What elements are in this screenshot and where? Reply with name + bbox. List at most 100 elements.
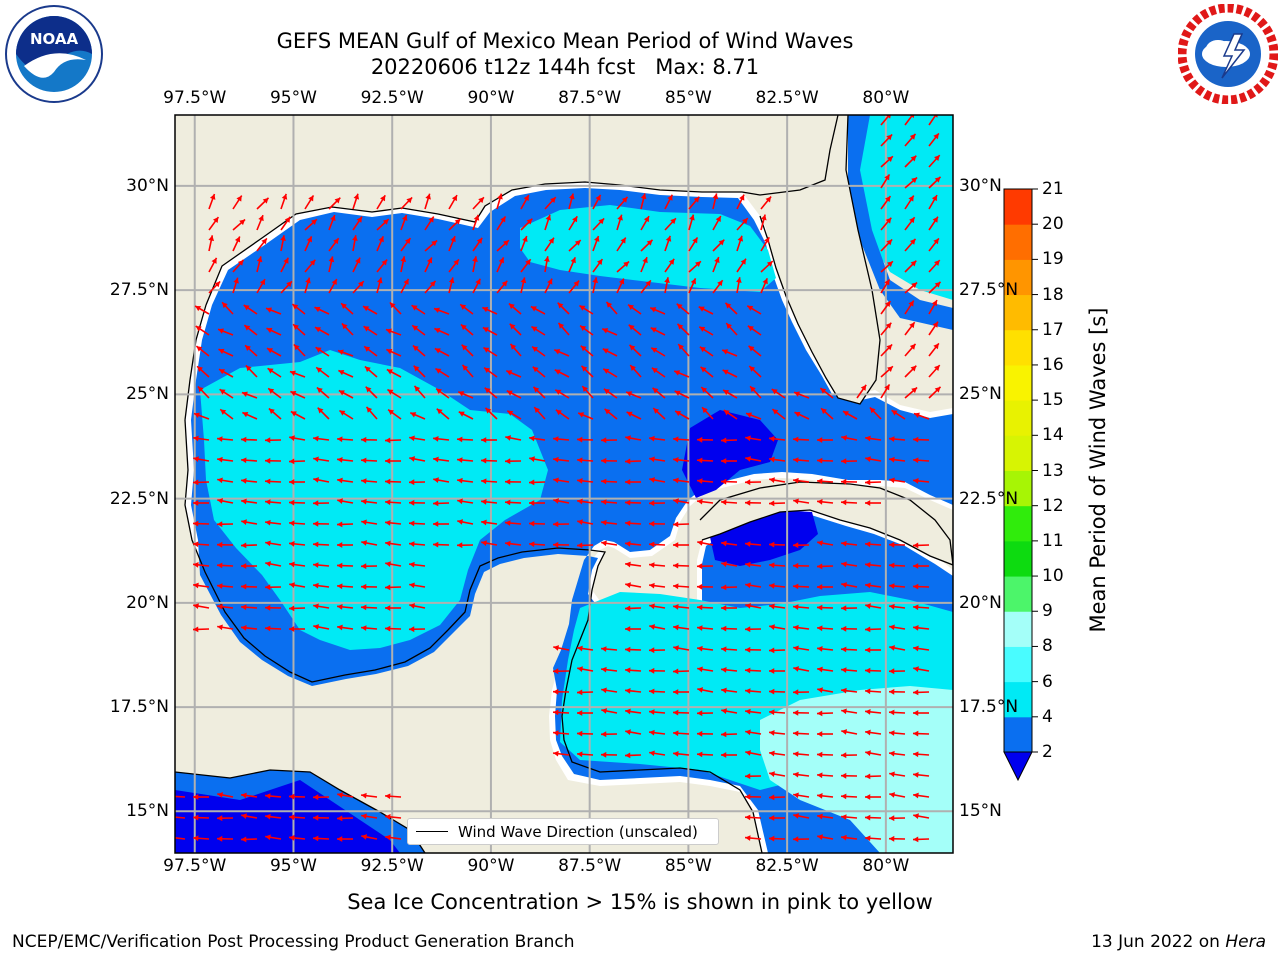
wind-wave-arrow — [648, 562, 666, 568]
wind-wave-arrow — [457, 519, 474, 525]
wind-wave-arrow — [602, 348, 618, 357]
wind-wave-arrow — [240, 436, 258, 443]
wind-wave-arrow — [648, 667, 666, 674]
wind-wave-arrow — [552, 541, 570, 548]
wind-wave-arrow — [290, 390, 306, 399]
wind-wave-arrow — [648, 688, 666, 695]
wind-wave-arrow — [424, 280, 437, 294]
wind-wave-arrow — [533, 406, 546, 420]
wind-wave-arrow — [673, 477, 690, 484]
lon-tick-label: 80°W — [862, 88, 910, 108]
wind-wave-arrow — [192, 626, 210, 633]
wind-wave-arrow — [592, 258, 604, 273]
wind-wave-arrow — [288, 499, 306, 506]
wind-wave-arrow — [792, 583, 810, 590]
wind-wave-arrow — [880, 384, 891, 399]
wind-wave-arrow — [256, 237, 268, 252]
wind-wave-arrow — [672, 583, 690, 590]
wind-wave-arrow — [216, 541, 234, 548]
lon-tick-label: 92.5°W — [360, 856, 424, 876]
wind-wave-arrow — [361, 792, 378, 799]
wind-wave-arrow — [554, 369, 570, 378]
wind-wave-arrow — [496, 280, 508, 294]
wind-wave-arrow — [601, 328, 618, 336]
wind-wave-arrow — [698, 326, 714, 336]
wind-wave-arrow — [219, 388, 234, 399]
wind-wave-arrow — [481, 540, 498, 546]
wind-wave-arrow — [819, 387, 834, 399]
wind-wave-arrow — [841, 540, 858, 547]
wind-wave-arrow — [457, 477, 474, 484]
wind-wave-arrow — [472, 214, 480, 231]
wind-wave-arrow — [889, 645, 906, 651]
wind-wave-arrow — [576, 542, 594, 549]
wind-wave-arrow — [792, 542, 810, 549]
wind-wave-arrow — [865, 729, 882, 736]
wind-wave-arrow — [697, 645, 714, 652]
wind-wave-arrow — [504, 458, 522, 465]
wind-wave-arrow — [696, 478, 714, 484]
wind-wave-arrow — [888, 583, 906, 589]
wind-wave-arrow — [891, 409, 906, 420]
wind-wave-arrow — [483, 366, 498, 378]
wind-wave-arrow — [625, 479, 641, 485]
nws-logo-icon — [1178, 4, 1278, 104]
wind-wave-arrow — [625, 435, 642, 441]
wind-wave-arrow — [904, 343, 917, 357]
wind-wave-arrow — [386, 368, 402, 378]
wind-wave-arrow — [840, 605, 858, 612]
wind-wave-arrow — [745, 435, 762, 442]
wind-wave-arrow — [625, 688, 642, 694]
wind-wave-arrow — [472, 237, 483, 252]
wind-wave-arrow — [400, 237, 412, 252]
wind-wave-arrow — [688, 196, 700, 210]
wind-wave-arrow — [484, 407, 498, 420]
wind-wave-arrow — [280, 280, 293, 294]
wind-wave-arrow — [696, 436, 714, 443]
wind-wave-arrow — [531, 345, 546, 357]
wind-wave-arrow — [481, 499, 498, 505]
wind-wave-arrow — [363, 325, 378, 336]
wind-wave-arrow — [744, 814, 762, 821]
wind-wave-arrow — [793, 391, 810, 399]
wind-wave-arrow — [880, 155, 894, 168]
wind-wave-arrow — [280, 193, 288, 210]
wind-wave-arrow — [264, 437, 282, 444]
wind-wave-arrow — [721, 349, 738, 357]
wind-wave-arrow — [674, 410, 690, 420]
wind-wave-arrow — [400, 196, 413, 210]
wind-wave-arrow — [448, 258, 460, 273]
wind-wave-arrow — [460, 323, 474, 336]
wind-wave-arrow — [840, 625, 858, 632]
wind-wave-arrow — [304, 259, 316, 273]
wind-wave-arrow — [856, 384, 867, 399]
wind-wave-arrow — [338, 369, 354, 378]
lon-tick-label: 90°W — [467, 88, 515, 108]
wind-wave-arrow — [625, 626, 641, 632]
wind-wave-arrow — [216, 436, 234, 442]
wind-wave-arrow — [461, 344, 474, 357]
wind-wave-arrow — [360, 478, 378, 484]
wind-wave-arrow — [840, 646, 858, 653]
wind-wave-arrow — [697, 666, 714, 673]
wind-wave-arrow — [840, 499, 858, 506]
wind-wave-arrow — [650, 347, 666, 357]
wind-wave-arrow — [413, 365, 426, 378]
wind-wave-arrow — [793, 477, 810, 484]
wind-wave-arrow — [363, 345, 378, 357]
wind-wave-arrow — [816, 625, 834, 632]
wind-wave-arrow — [720, 437, 738, 444]
wind-wave-arrow — [505, 435, 522, 441]
wind-wave-arrow — [208, 235, 215, 252]
wind-wave-arrow — [411, 304, 426, 315]
lon-tick-label: 82.5°W — [755, 856, 819, 876]
wind-wave-arrow — [793, 645, 810, 652]
lat-tick-label: 20°N — [959, 592, 1002, 613]
wind-wave-arrow — [600, 478, 618, 485]
wind-wave-arrow — [544, 237, 555, 252]
wind-wave-arrow — [624, 520, 642, 527]
wind-wave-arrow — [387, 388, 402, 399]
wind-wave-arrow — [769, 436, 786, 442]
wind-wave-arrow — [265, 813, 282, 820]
